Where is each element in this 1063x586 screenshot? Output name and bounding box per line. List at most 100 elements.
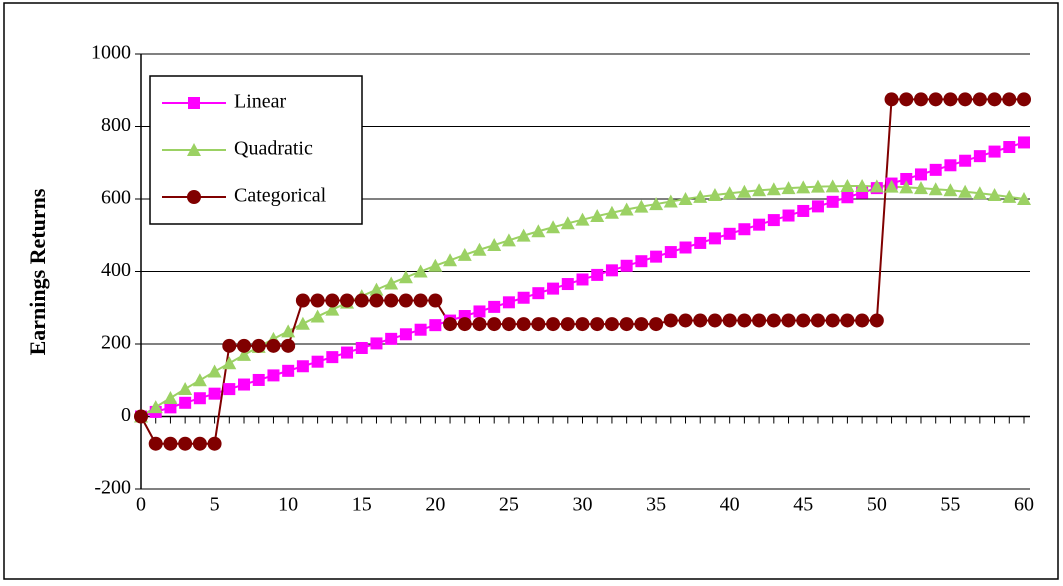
marker	[560, 317, 575, 332]
marker	[340, 293, 355, 308]
marker	[207, 436, 222, 451]
marker	[179, 396, 192, 409]
x-tick-label: 30	[573, 494, 593, 516]
marker	[811, 200, 824, 213]
marker	[590, 209, 605, 223]
marker	[796, 313, 811, 328]
marker	[796, 180, 811, 194]
marker	[752, 313, 767, 328]
marker	[192, 373, 207, 387]
marker	[707, 188, 722, 202]
marker	[678, 313, 693, 328]
marker	[1003, 141, 1016, 154]
marker	[325, 302, 340, 316]
marker	[251, 338, 266, 353]
marker	[310, 309, 325, 323]
marker	[987, 92, 1002, 107]
marker	[1002, 92, 1017, 107]
marker	[531, 317, 546, 332]
marker	[766, 182, 781, 196]
marker	[576, 273, 589, 286]
marker	[605, 264, 618, 277]
marker	[664, 246, 677, 259]
x-tick-label: 50	[867, 494, 887, 516]
marker	[148, 436, 163, 451]
marker	[164, 401, 177, 414]
marker	[560, 216, 575, 230]
x-tick-label: 40	[720, 494, 740, 516]
marker	[148, 400, 163, 414]
marker	[398, 270, 413, 284]
marker	[487, 238, 502, 252]
marker	[604, 205, 619, 219]
marker	[429, 319, 442, 332]
marker	[958, 92, 973, 107]
marker	[207, 364, 222, 378]
marker	[531, 224, 546, 238]
marker	[782, 209, 795, 222]
marker	[634, 199, 649, 213]
legend: Linear Quadratic Categorical	[149, 75, 363, 225]
marker	[575, 317, 590, 332]
marker	[501, 317, 516, 332]
marker	[973, 150, 986, 163]
x-tick-label: 25	[499, 494, 519, 516]
marker	[163, 436, 178, 451]
marker	[369, 293, 384, 308]
marker	[766, 313, 781, 328]
marker	[472, 242, 487, 256]
marker	[237, 347, 252, 361]
y-tick-label: 600	[101, 187, 131, 209]
marker	[516, 317, 531, 332]
marker	[178, 436, 193, 451]
marker	[134, 409, 148, 424]
marker	[663, 313, 678, 328]
marker	[281, 338, 296, 353]
marker	[222, 338, 237, 353]
marker	[928, 92, 943, 107]
marker	[855, 178, 870, 192]
marker	[753, 218, 766, 231]
marker	[649, 197, 664, 211]
marker	[266, 338, 281, 353]
marker	[502, 296, 515, 309]
marker	[737, 184, 752, 198]
marker	[354, 293, 369, 308]
marker	[987, 188, 1002, 202]
marker	[722, 313, 737, 328]
marker	[619, 202, 634, 216]
marker	[178, 381, 193, 395]
marker	[385, 332, 398, 345]
marker	[944, 159, 957, 172]
marker	[222, 356, 237, 370]
marker	[928, 182, 943, 196]
marker	[457, 247, 472, 261]
marker	[693, 313, 708, 328]
marker	[370, 337, 383, 350]
marker	[267, 369, 280, 382]
marker	[722, 186, 737, 200]
marker	[1002, 189, 1017, 203]
marker	[473, 305, 486, 318]
legend-label: Quadratic	[234, 138, 313, 160]
marker	[840, 313, 855, 328]
marker	[532, 287, 545, 300]
x-tick-label: 55	[940, 494, 960, 516]
y-axis-label: Earnings Returns	[25, 188, 50, 355]
legend-label: Categorical	[234, 185, 327, 207]
marker	[840, 178, 855, 192]
marker	[678, 192, 693, 205]
marker	[310, 293, 325, 308]
marker	[547, 282, 560, 295]
marker	[546, 317, 561, 332]
marker	[679, 241, 692, 254]
marker	[516, 228, 531, 242]
marker	[781, 181, 796, 195]
marker	[399, 328, 412, 341]
marker	[899, 180, 914, 194]
marker	[590, 317, 605, 332]
marker	[767, 214, 780, 227]
marker	[943, 183, 958, 197]
marker	[693, 189, 708, 203]
marker	[635, 255, 648, 268]
